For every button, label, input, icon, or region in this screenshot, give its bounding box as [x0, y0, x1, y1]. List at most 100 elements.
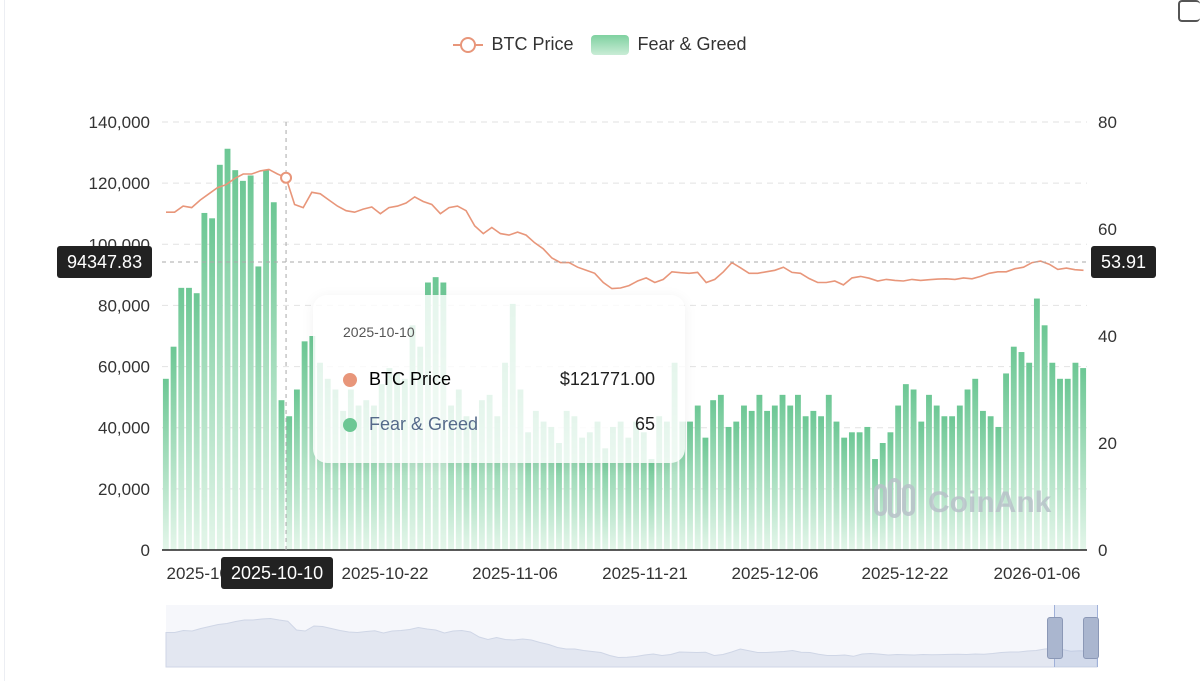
- fg-dot-icon: [343, 417, 357, 432]
- fear-greed-bar: [1049, 362, 1056, 550]
- fear-greed-bar: [371, 405, 377, 550]
- fear-greed-bar: [741, 405, 747, 550]
- zoom-handle-left[interactable]: [1047, 617, 1063, 659]
- btc-price-path: [166, 168, 1084, 290]
- fear-greed-bar: [910, 389, 917, 550]
- y-right-tick-label: 60: [1098, 220, 1117, 239]
- coinank-watermark: CoinAnk: [874, 478, 1052, 519]
- y-left-tick-label: 60,000: [98, 358, 150, 377]
- legend-item-btc-price[interactable]: BTC Price: [453, 34, 573, 55]
- fear-greed-bar: [1072, 362, 1079, 550]
- fear-greed-bar: [926, 394, 932, 550]
- fear-greed-bar: [1041, 325, 1048, 550]
- fear-greed-bar: [209, 218, 216, 551]
- fear-greed-bar: [340, 410, 347, 550]
- fear-greed-bar: [864, 426, 871, 550]
- fear-greed-bar: [363, 400, 370, 550]
- btc-price-line: [166, 168, 1084, 290]
- fear-greed-bar: [663, 421, 670, 550]
- fear-greed-bar: [694, 405, 701, 550]
- x-tick-label: 2026-01-06: [994, 564, 1081, 583]
- y-right-tick-label: 20: [1098, 434, 1117, 453]
- fear-greed-bar: [987, 416, 994, 550]
- y-left-tick-label: 0: [141, 541, 150, 560]
- fear-greed-bar: [1018, 352, 1025, 550]
- btc-dot-icon: [343, 372, 357, 387]
- fear-greed-bar: [186, 287, 192, 550]
- fear-greed-bar: [563, 410, 570, 550]
- fear-greed-bar: [494, 416, 501, 550]
- tooltip-fg-value: 65: [634, 414, 655, 434]
- fear-greed-bar: [748, 410, 755, 550]
- fear-greed-bar: [918, 421, 925, 550]
- x-tick-label: 2025-11-21: [602, 564, 688, 583]
- fear-greed-bar: [640, 432, 647, 550]
- fear-greed-bar: [301, 341, 308, 550]
- x-tick-label: 2025-12-22: [862, 564, 949, 583]
- fear-greed-bar: [764, 410, 771, 550]
- fear-greed-bar: [610, 426, 616, 550]
- fear-greed-bar: [1057, 378, 1063, 550]
- fear-greed-bar: [795, 394, 801, 550]
- fear-greed-bar: [1033, 298, 1040, 550]
- camera-icon[interactable]: [1178, 0, 1200, 22]
- fear-greed-bar: [263, 170, 269, 550]
- fear-greed-bar: [355, 405, 362, 550]
- fear-greed-bar: [848, 432, 855, 550]
- fear-greed-bar: [224, 148, 231, 550]
- fear-greed-bar: [810, 410, 817, 550]
- fear-greed-bar: [270, 202, 277, 550]
- fear-greed-bar: [455, 389, 462, 550]
- fear-greed-bar: [771, 405, 778, 550]
- line-marker-icon: [453, 35, 484, 55]
- y-left-tick-label: 120,000: [89, 174, 150, 193]
- fear-greed-bar: [324, 378, 331, 550]
- fear-greed-bar: [347, 389, 354, 550]
- bar-swatch-icon: [591, 34, 630, 55]
- fear-greed-bar: [879, 443, 886, 550]
- x-tick-label: 2025-11-06: [472, 564, 558, 583]
- fear-greed-bar: [232, 170, 239, 550]
- fear-greed-bar: [532, 410, 539, 550]
- fear-greed-bar: [633, 421, 639, 550]
- fear-greed-bar: [517, 389, 524, 550]
- fear-greed-bar: [818, 416, 824, 550]
- fear-greed-bar: [802, 416, 809, 550]
- tooltip-btc-label: BTC Price: [369, 369, 452, 389]
- zoom-handle-right[interactable]: [1083, 617, 1099, 659]
- y-left-tick-label: 140,000: [89, 113, 150, 132]
- fear-greed-bar: [240, 180, 246, 550]
- fear-greed-bar: [586, 432, 593, 550]
- tooltip-row-btc: BTC Price $121771.00: [343, 369, 655, 390]
- fear-greed-bar: [964, 389, 971, 550]
- fear-greed-bar: [401, 378, 408, 550]
- fear-greed-bar: [895, 405, 902, 550]
- fear-greed-bar: [378, 384, 385, 550]
- legend-label-btc-price: BTC Price: [491, 34, 574, 54]
- fear-greed-bar: [247, 175, 254, 550]
- fear-greed-bar: [540, 421, 547, 550]
- x-tick-label: 2025-12-06: [732, 564, 819, 583]
- legend-item-fear-greed[interactable]: Fear & Greed: [591, 34, 747, 55]
- fear-greed-bar: [471, 421, 478, 550]
- y-right-tick-label: 40: [1098, 327, 1117, 346]
- legend-label-fear-greed: Fear & Greed: [637, 34, 747, 54]
- fear-greed-bar: [579, 437, 586, 550]
- fear-greed-bar: [1003, 373, 1009, 550]
- fear-greed-bar: [309, 336, 316, 550]
- fear-greed-bar: [933, 405, 940, 550]
- highlight-point: [280, 171, 293, 184]
- fear-greed-bar: [687, 421, 693, 550]
- x-tick-label: 2025-10-22: [342, 564, 429, 583]
- fear-greed-bar: [1064, 378, 1071, 550]
- y-right-tick-label: 80: [1098, 113, 1117, 132]
- fear-greed-bar: [833, 421, 840, 550]
- fear-greed-bar: [448, 405, 454, 550]
- fear-greed-bar: [486, 394, 493, 550]
- fear-greed-bar: [825, 394, 832, 550]
- slider-area: [165, 617, 1098, 668]
- crosshair-x-value: 2025-10-10: [221, 557, 334, 589]
- fear-greed-bar: [679, 421, 686, 550]
- fear-greed-bar: [478, 400, 485, 550]
